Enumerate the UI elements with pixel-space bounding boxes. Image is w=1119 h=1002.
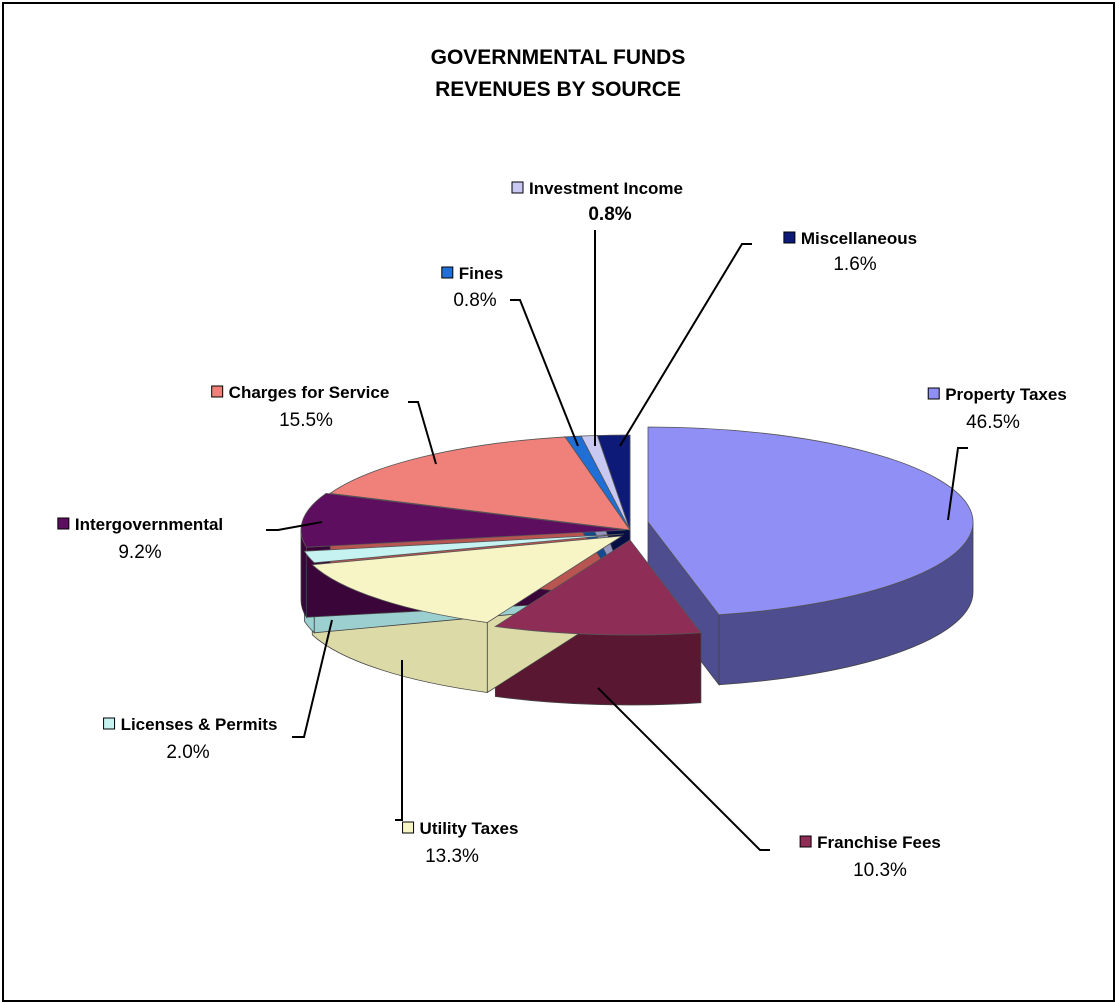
legend-swatch-miscellaneous [783,231,796,244]
label-name-investment-income: Investment Income [529,179,683,198]
leader-line-miscellaneous [619,243,752,447]
legend-swatch-property-taxes [927,387,940,400]
label-pct-franchise-fees: 10.3% [853,860,907,881]
label-charges-for-service: Charges for Service 15.5% [211,383,390,431]
label-pct-property-taxes: 46.5% [966,412,1020,433]
label-pct-fines: 0.8% [453,290,496,311]
label-investment-income: Investment Income 0.8% [511,179,683,225]
leader-line-fines [510,299,579,447]
label-property-taxes: Property Taxes 46.5% [927,385,1067,433]
label-pct-investment-income: 0.8% [588,204,631,225]
legend-swatch-charges-for-service [211,385,224,398]
legend-swatch-intergovernmental [57,517,70,530]
label-name-fines: Fines [459,264,503,283]
slice-labels: Property Taxes 46.5% Franchise Fees 10.3% Ut… [57,179,1067,881]
label-name-property-taxes: Property Taxes [945,385,1067,404]
slice-property-taxes [647,426,974,616]
legend-swatch-utility-taxes [402,821,415,834]
leader-line-licenses-and-permits [292,619,333,738]
legend-swatch-investment-income [511,181,524,194]
label-fines: Fines 0.8% [441,264,503,311]
slice-franchise-fees [494,539,702,636]
label-licenses-and-permits: Licenses & Permits 2.0% [103,715,278,763]
label-pct-intergovernmental: 9.2% [118,542,161,563]
pie-tops [300,426,974,636]
label-name-licenses-and-permits: Licenses & Permits [121,715,278,734]
leader-line-charges-for-service [408,401,437,465]
label-franchise-fees: Franchise Fees 10.3% [799,833,941,881]
label-name-charges-for-service: Charges for Service [229,383,390,402]
label-name-intergovernmental: Intergovernmental [75,515,223,534]
label-pct-miscellaneous: 1.6% [833,254,876,275]
label-utility-taxes: Utility Taxes 13.3% [402,819,519,867]
chart-title-line-1: GOVERNMENTAL FUNDS [431,46,686,69]
label-name-utility-taxes: Utility Taxes [420,819,519,838]
legend-swatch-franchise-fees [799,835,812,848]
slice-licenses-and-permits [303,533,625,564]
label-name-miscellaneous: Miscellaneous [801,229,917,248]
label-pct-charges-for-service: 15.5% [279,410,333,431]
slice-charges-for-service [329,436,631,531]
legend-swatch-licenses-and-permits [103,717,116,730]
leader-lines [266,230,968,851]
slice-intergovernmental [300,492,627,548]
label-name-franchise-fees: Franchise Fees [817,833,941,852]
leader-line-property-taxes [947,447,968,521]
label-pct-utility-taxes: 13.3% [425,846,479,867]
slice-utility-taxes [311,535,623,623]
chart-title-line-2: REVENUES BY SOURCE [435,78,681,101]
label-miscellaneous: Miscellaneous 1.6% [783,229,917,275]
legend-swatch-fines [441,266,454,279]
slice-miscellaneous [596,434,631,531]
leader-line-utility-taxes [395,660,403,821]
label-pct-licenses-and-permits: 2.0% [166,742,209,763]
leader-line-franchise-fees [597,687,770,851]
label-intergovernmental: Intergovernmental 9.2% [57,515,223,563]
leader-line-intergovernmental [266,521,323,531]
